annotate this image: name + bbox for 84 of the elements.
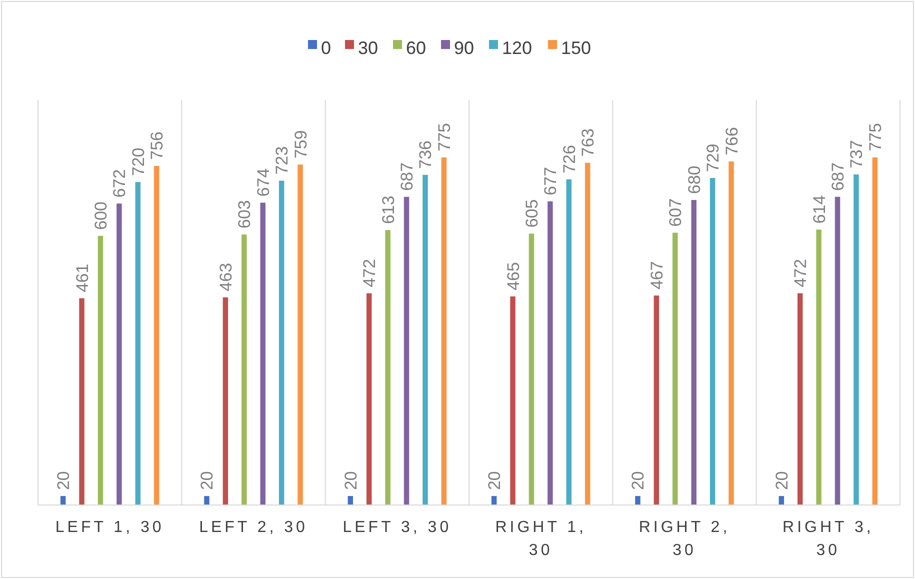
data-label: 680 [684,166,704,194]
bar [778,496,784,505]
bar [566,179,572,505]
bar [422,174,428,505]
data-label: 736 [416,140,436,169]
data-label: 687 [398,162,417,191]
bar [491,496,497,505]
bar [404,196,410,505]
data-label: 461 [72,264,92,292]
bar [548,201,553,505]
data-label: 600 [91,201,110,230]
bar [710,178,716,505]
data-label: 605 [522,199,542,228]
bar [79,298,84,505]
bar [654,296,660,505]
data-label: 756 [148,132,167,160]
legend-label: 0 [321,38,332,58]
bar [348,496,354,505]
bar [728,161,734,505]
data-label: 720 [128,148,148,176]
data-label: 20 [772,471,792,490]
data-label: 613 [378,196,398,224]
data-label: 687 [828,162,848,191]
bar [135,182,141,505]
bar [872,157,878,505]
bar [797,293,803,505]
bar [691,200,696,505]
bar [260,202,266,505]
legend-label: 150 [561,38,592,58]
data-label: 759 [291,130,310,159]
data-label: 614 [810,195,829,224]
data-label: 465 [504,262,523,290]
bar [854,174,859,505]
data-label: 472 [360,258,380,288]
legend-label: 60 [406,38,426,58]
bar [242,234,247,505]
data-label: 20 [54,471,74,490]
data-label: 766 [722,127,742,156]
data-label: 603 [235,200,254,229]
legend-label: 30 [358,38,378,58]
data-label: 472 [791,258,810,288]
x-tick-label: RIGHT 2, 30 [638,519,730,559]
bar [816,230,822,505]
data-label: 20 [485,471,504,490]
bar [528,234,534,505]
data-label: 20 [628,471,648,490]
data-label: 775 [866,122,885,152]
x-tick-label: LEFT 2, 30 [199,519,308,536]
bar [154,166,160,505]
bar [366,293,372,505]
data-label: 763 [578,128,598,157]
x-tick-label: RIGHT 1, 30 [495,519,586,559]
data-label: 20 [341,471,360,490]
bar [584,162,590,505]
bar [385,230,390,505]
data-label: 723 [272,146,292,175]
data-label: 677 [541,166,560,196]
bar [278,180,284,505]
bar [116,204,122,505]
bar [298,164,303,505]
data-label: 729 [704,144,723,172]
data-label: 674 [254,168,273,197]
x-tick-label: LEFT 1, 30 [55,519,164,536]
data-label: 737 [847,140,866,168]
data-label: 467 [647,261,666,290]
legend-label: 120 [502,38,532,58]
legend-label: 90 [454,38,474,58]
bar [98,236,104,505]
bar [204,496,210,505]
bar [635,496,640,505]
bar [60,496,66,505]
x-tick-label: LEFT 3, 30 [342,519,452,536]
x-tick-label: RIGHT 3, 30 [782,519,874,559]
bar [441,157,447,505]
data-label: 775 [434,122,454,152]
data-label: 726 [560,144,579,174]
bar [510,296,516,505]
data-label: 672 [110,169,130,198]
data-label: 463 [216,262,236,292]
bar [672,232,678,505]
data-label: 20 [198,471,217,490]
data-label: 607 [666,198,686,227]
bar [834,196,840,505]
bar [222,297,228,505]
